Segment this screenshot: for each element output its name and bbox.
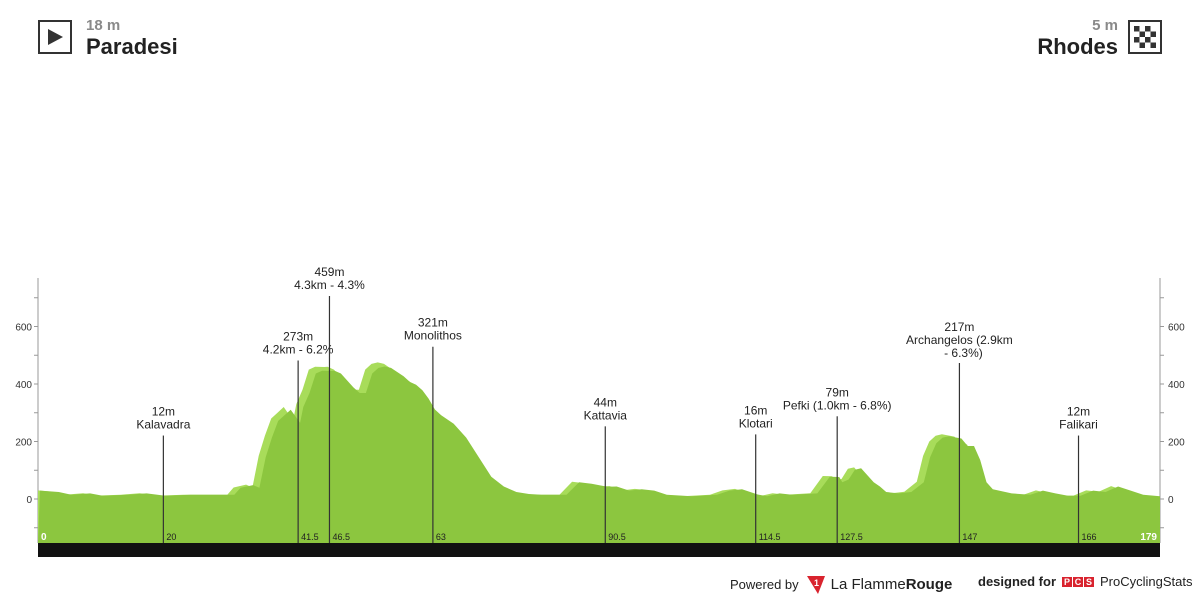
marker-name-label: Kalavadra bbox=[136, 418, 190, 432]
km-tick-label: 166 bbox=[1082, 532, 1097, 542]
km-tick-label: 46.5 bbox=[332, 532, 350, 542]
pcs-name: ProCyclingStats bbox=[1100, 574, 1193, 589]
km-start-label: 0 bbox=[41, 532, 47, 543]
km-end-label: 179 bbox=[1140, 532, 1157, 543]
y-tick-label-right: 200 bbox=[1168, 438, 1185, 449]
designed-label: designed for bbox=[978, 574, 1057, 589]
finish-header: 5 m Rhodes bbox=[1037, 18, 1162, 62]
km-tick-label: 63 bbox=[436, 532, 446, 542]
marker-altitude-label: 79m bbox=[826, 385, 849, 399]
flamme-rouge-logo-icon: 1 bbox=[806, 576, 825, 594]
marker-extra-label: - 6.3%) bbox=[944, 346, 983, 360]
start-town: Paradesi bbox=[86, 34, 178, 59]
finish-altitude: 5 m bbox=[1092, 17, 1118, 34]
powered-by: Powered by 1 La FlammeRouge bbox=[730, 574, 952, 594]
y-tick-label-left: 0 bbox=[26, 495, 32, 506]
marker-name-label: Klotari bbox=[739, 416, 773, 430]
y-tick-label-left: 600 bbox=[15, 323, 32, 334]
marker-altitude-label: 12m bbox=[1067, 405, 1090, 419]
marker-name-label: Monolithos bbox=[404, 329, 462, 343]
km-tick-label: 127.5 bbox=[840, 532, 863, 542]
y-tick-label-left: 400 bbox=[15, 380, 32, 391]
finish-town: Rhodes bbox=[1037, 34, 1118, 59]
marker-altitude-label: 321m bbox=[418, 316, 448, 330]
km-tick-label: 20 bbox=[166, 532, 176, 542]
y-tick-label-left: 200 bbox=[15, 438, 32, 449]
powered-label: Powered by bbox=[730, 576, 799, 592]
marker-altitude-label: 16m bbox=[744, 403, 767, 417]
marker-name-label: Pefki (1.0km - 6.8%) bbox=[783, 398, 892, 412]
y-tick-label-right: 600 bbox=[1168, 323, 1185, 334]
marker-name-label: Kattavia bbox=[584, 408, 628, 422]
play-icon bbox=[38, 20, 72, 54]
marker-name-label: 4.3km - 4.3% bbox=[294, 278, 365, 292]
flamme-rouge-brand: La FlammeRouge bbox=[830, 575, 953, 593]
marker-altitude-label: 273m bbox=[283, 330, 313, 344]
marker-altitude-label: 12m bbox=[152, 405, 175, 419]
start-altitude: 18 m bbox=[86, 17, 121, 34]
svg-text:1: 1 bbox=[814, 578, 819, 588]
checkered-flag-icon bbox=[1128, 20, 1162, 54]
y-tick-label-right: 0 bbox=[1168, 495, 1174, 506]
marker-name-label: Archangelos (2.9km bbox=[906, 333, 1013, 347]
km-tick-label: 114.5 bbox=[759, 532, 781, 542]
km-tick-label: 41.5 bbox=[301, 532, 319, 542]
km-tick-label: 90.5 bbox=[608, 532, 626, 542]
elevation-area bbox=[38, 366, 1160, 543]
distance-band bbox=[38, 543, 1160, 557]
marker-name-label: 4.2km - 6.2% bbox=[263, 343, 334, 357]
marker-altitude-label: 44m bbox=[594, 395, 617, 409]
km-tick-label: 147 bbox=[962, 532, 977, 542]
marker-altitude-label: 459m bbox=[314, 265, 344, 279]
start-header: 18 m Paradesi bbox=[38, 18, 178, 62]
marker-name-label: Falikari bbox=[1059, 418, 1098, 432]
marker-altitude-label: 217m bbox=[944, 320, 974, 334]
y-tick-label-right: 400 bbox=[1168, 380, 1185, 391]
